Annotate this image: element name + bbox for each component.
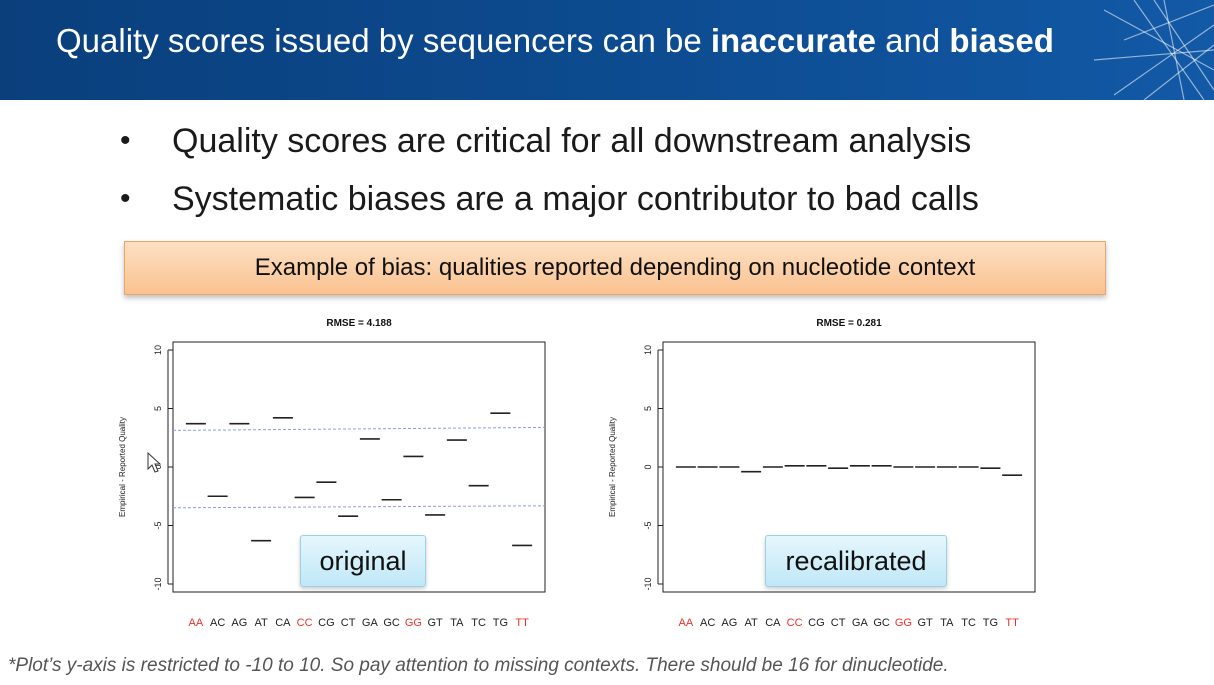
- y-tick-label: -10: [153, 577, 163, 590]
- title-emphasis-biased: biased: [949, 22, 1054, 59]
- bullet-text: Systematic biases are a major contributo…: [172, 180, 979, 218]
- x-tick-label-ac: AC: [700, 617, 715, 629]
- mouse-cursor-icon: [147, 452, 162, 473]
- x-tick-label-cg: CG: [808, 617, 825, 629]
- chart-title: RMSE = 0.281: [816, 318, 882, 329]
- header-decoration-icon: [1094, 0, 1214, 100]
- x-tick-label-cc: CC: [297, 617, 313, 629]
- chart-title: RMSE = 4.188: [326, 318, 392, 329]
- x-tick-label-tc: TC: [471, 617, 486, 629]
- reference-line: [172, 505, 546, 509]
- title-text-and: and: [875, 22, 950, 59]
- x-tick-label-ta: TA: [450, 617, 464, 629]
- x-tick-label-ag: AG: [231, 617, 247, 629]
- slide-title: Quality scores issued by sequencers can …: [56, 22, 1054, 60]
- x-tick-label-tt: TT: [515, 617, 529, 629]
- y-axis-label: Empirical - Reported Quality: [118, 417, 127, 517]
- x-tick-label-cc: CC: [787, 617, 803, 629]
- recalibrated-plot-svg: RMSE = 0.281 -10 -5 0 5 10 Empirical - Reporte…: [608, 318, 1036, 629]
- x-tick-label-aa: AA: [189, 617, 204, 629]
- x-tick-label-gt: GT: [917, 617, 933, 629]
- bullet-list: • Quality scores are critical for all dow…: [120, 116, 979, 232]
- x-tick-label-ta: TA: [940, 617, 954, 629]
- x-tick-label-at: AT: [255, 617, 269, 629]
- original-plot-svg: RMSE = 4.188 -10 -5 0 5 10 Empirical - Reporte…: [118, 318, 546, 629]
- y-tick-label: 10: [643, 345, 653, 355]
- y-tick-label: 0: [643, 464, 653, 469]
- y-axis-label: Empirical - Reported Quality: [608, 417, 617, 517]
- y-tick-label: -5: [643, 521, 653, 529]
- bullet-dot: •: [120, 124, 131, 157]
- x-tick-label-at: AT: [745, 617, 759, 629]
- x-tick-label-tg: TG: [983, 617, 998, 629]
- y-tick-label: -5: [153, 521, 163, 529]
- x-tick-label-gg: GG: [895, 617, 912, 629]
- y-tick-label: 10: [153, 345, 163, 355]
- x-tick-label-tg: TG: [493, 617, 508, 629]
- x-tick-label-gc: GC: [873, 617, 890, 629]
- original-label: original: [300, 535, 426, 587]
- recalibrated-label: recalibrated: [765, 535, 947, 587]
- title-emphasis-inaccurate: inaccurate: [710, 22, 876, 59]
- x-tick-label-tt: TT: [1005, 617, 1019, 629]
- reference-line: [172, 426, 546, 431]
- slide-header: Quality scores issued by sequencers can …: [0, 0, 1214, 100]
- title-text: Quality scores issued by sequencers can …: [56, 22, 711, 59]
- original-plot: RMSE = 4.188 -10 -5 0 5 10 Empirical - Reporte…: [110, 300, 570, 640]
- x-tick-label-aa: AA: [679, 617, 694, 629]
- x-tick-label-ct: CT: [341, 617, 356, 629]
- recalibrated-plot: RMSE = 0.281 -10 -5 0 5 10 Empirical - Reporte…: [600, 300, 1060, 640]
- x-tick-label-cg: CG: [318, 617, 335, 629]
- bullet-text: Quality scores are critical for all down…: [172, 122, 972, 160]
- x-tick-label-ag: AG: [721, 617, 737, 629]
- y-tick-label: 5: [153, 406, 163, 411]
- x-tick-label-tc: TC: [961, 617, 976, 629]
- x-tick-label-ga: GA: [362, 617, 379, 629]
- x-tick-label-ga: GA: [852, 617, 869, 629]
- footnote: *Plot’s y-axis is restricted to -10 to 1…: [8, 655, 949, 676]
- bullet-item: • Systematic biases are a major contribut…: [120, 174, 979, 232]
- x-tick-label-gc: GC: [383, 617, 400, 629]
- x-tick-label-gg: GG: [405, 617, 422, 629]
- y-tick-label: -10: [643, 577, 653, 590]
- x-tick-label-gt: GT: [427, 617, 443, 629]
- x-tick-label-ct: CT: [831, 617, 846, 629]
- x-tick-label-ac: AC: [210, 617, 225, 629]
- bullet-dot: •: [120, 182, 131, 215]
- bullet-item: • Quality scores are critical for all dow…: [120, 116, 979, 174]
- example-banner: Example of bias: qualities reported depe…: [124, 241, 1106, 295]
- y-tick-label: 0: [153, 464, 163, 469]
- y-tick-label: 5: [643, 406, 653, 411]
- x-tick-label-ca: CA: [765, 617, 781, 629]
- x-tick-label-ca: CA: [275, 617, 291, 629]
